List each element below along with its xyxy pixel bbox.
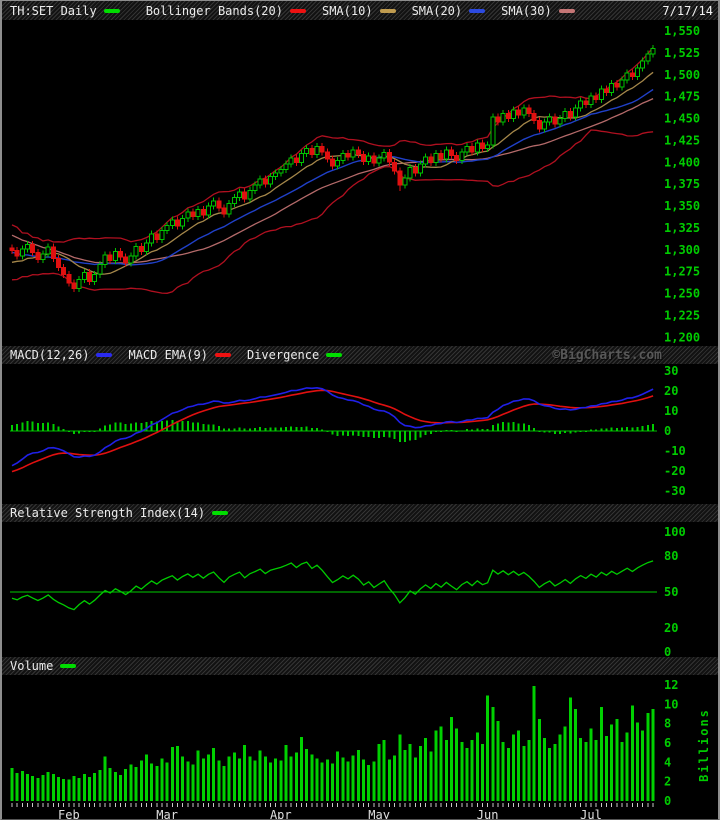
- svg-text:1,450: 1,450: [664, 112, 700, 126]
- price-candlestick-panel: 1,550 1,525 1,500 1,475 1,450 1,425 1,400 1,375…: [9, 24, 700, 344]
- legend-volume: Volume: [10, 659, 77, 673]
- rsi-line: [11, 560, 654, 611]
- svg-text:-10: -10: [664, 444, 686, 458]
- svg-text:1,500: 1,500: [664, 68, 700, 82]
- sma10-line: [11, 71, 654, 275]
- bollinger-bands: [11, 46, 654, 294]
- legend-rsi-label: Relative Strength Index(14): [10, 506, 206, 520]
- svg-text:12: 12: [664, 678, 678, 692]
- svg-text:20: 20: [664, 384, 678, 398]
- svg-text:-20: -20: [664, 464, 686, 478]
- legend-volume-dash: [60, 664, 77, 668]
- rsi-panel: 100 80 50 20 0: [10, 525, 686, 657]
- macd-line: [11, 386, 654, 467]
- bigcharts-watermark: ©BigCharts.com: [552, 347, 662, 363]
- svg-text:Apr: Apr: [270, 808, 292, 820]
- volume-axis-labels: 12 10 8 6 4 2 0: [664, 678, 678, 808]
- date-tick-marks: [11, 803, 654, 807]
- month-labels: Feb Mar Apr May Jun Jul: [58, 808, 602, 820]
- volume-bars: [10, 686, 655, 801]
- svg-text:0: 0: [664, 424, 671, 438]
- legend-rsi: Relative Strength Index(14): [10, 506, 229, 520]
- macd-header: MACD(12,26) MACD EMA(9) Divergence ©BigC…: [2, 346, 718, 364]
- legend-macd-ema-dash: [214, 353, 231, 357]
- svg-text:Feb: Feb: [58, 808, 80, 820]
- svg-text:4: 4: [664, 755, 671, 769]
- svg-text:6: 6: [664, 736, 671, 750]
- legend-sma10-label: SMA(10): [321, 3, 373, 18]
- svg-text:Jun: Jun: [477, 808, 499, 820]
- volume-header: Volume: [2, 657, 718, 675]
- billions-axis-title: Billions: [697, 708, 711, 782]
- symbol-title: TH:SET Daily: [10, 3, 97, 18]
- svg-text:1,475: 1,475: [664, 90, 700, 104]
- sma20-line: [11, 88, 654, 266]
- svg-text:1,425: 1,425: [664, 133, 700, 147]
- svg-text:8: 8: [664, 717, 671, 731]
- legend-divergence-label: Divergence: [246, 348, 320, 362]
- price-header: TH:SET Daily Bollinger Bands(20) SMA(10)…: [2, 1, 718, 20]
- svg-text:50: 50: [664, 585, 678, 599]
- svg-text:80: 80: [664, 549, 678, 563]
- price-axis-labels: 1,550 1,525 1,500 1,475 1,450 1,425 1,400 1,375…: [664, 24, 700, 344]
- svg-text:0: 0: [664, 794, 671, 808]
- legend-sma20-label: SMA(20): [411, 3, 463, 18]
- svg-text:1,375: 1,375: [664, 177, 700, 191]
- svg-text:1,225: 1,225: [664, 308, 700, 322]
- svg-text:10: 10: [664, 697, 678, 711]
- svg-text:1,550: 1,550: [664, 24, 700, 38]
- svg-text:Jul: Jul: [580, 808, 602, 820]
- svg-text:1,200: 1,200: [664, 330, 700, 344]
- macd-axis-labels: 30 20 10 0 -10 -20 -30: [664, 366, 686, 498]
- svg-text:1,250: 1,250: [664, 287, 700, 301]
- legend-bollinger-label: Bollinger Bands(20): [145, 3, 283, 18]
- rsi-axis-labels: 100 80 50 20 0: [664, 525, 686, 657]
- legend-bollinger-dash: [289, 8, 306, 13]
- svg-text:0: 0: [664, 645, 671, 657]
- candlesticks: [9, 45, 656, 292]
- legend-rsi-dash: [212, 511, 229, 515]
- svg-text:30: 30: [664, 366, 678, 378]
- legend-sma30-dash: [558, 8, 575, 13]
- legend-bollinger: Bollinger Bands(20): [146, 4, 306, 18]
- legend-macd: MACD(12,26): [10, 348, 113, 362]
- legend-divergence-dash: [326, 353, 343, 357]
- legend-sma30: SMA(30): [501, 4, 575, 18]
- svg-text:1,400: 1,400: [664, 155, 700, 169]
- legend-macd-ema-label: MACD EMA(9): [128, 348, 208, 362]
- macd-signal-line: [11, 389, 654, 473]
- svg-text:20: 20: [664, 621, 678, 635]
- svg-text:Mar: Mar: [156, 808, 178, 820]
- legend-macd-dash: [96, 353, 113, 357]
- svg-text:1,350: 1,350: [664, 199, 700, 213]
- svg-text:1,275: 1,275: [664, 265, 700, 279]
- macd-divergence-bars: [11, 419, 655, 443]
- legend-macd-ema: MACD EMA(9): [128, 348, 231, 362]
- macd-panel: 30 20 10 0 -10 -20 -30: [10, 366, 686, 498]
- rsi-header: Relative Strength Index(14): [2, 504, 718, 522]
- legend-sma20: SMA(20): [412, 4, 486, 18]
- price-series-dash: [103, 8, 120, 13]
- legend-sma10: SMA(10): [322, 4, 396, 18]
- svg-text:1,325: 1,325: [664, 221, 700, 235]
- legend-sma10-dash: [379, 8, 396, 13]
- legend-volume-label: Volume: [10, 659, 54, 673]
- symbol-title-group: TH:SET Daily: [10, 4, 120, 18]
- legend-divergence: Divergence: [246, 348, 343, 362]
- svg-text:1,525: 1,525: [664, 46, 700, 60]
- svg-text:1,300: 1,300: [664, 243, 700, 257]
- volume-panel: Feb Mar Apr May Jun Jul 12 10 8 6 4 2 0 Billions: [10, 678, 711, 820]
- svg-text:-30: -30: [664, 484, 686, 498]
- legend-macd-label: MACD(12,26): [10, 348, 90, 362]
- legend-sma30-label: SMA(30): [501, 3, 552, 18]
- legend-sma20-dash: [469, 8, 486, 13]
- svg-text:2: 2: [664, 775, 671, 789]
- svg-text:100: 100: [664, 525, 686, 539]
- svg-text:May: May: [368, 808, 390, 820]
- as-of-date: 7/17/14: [662, 3, 713, 18]
- svg-text:10: 10: [664, 404, 678, 418]
